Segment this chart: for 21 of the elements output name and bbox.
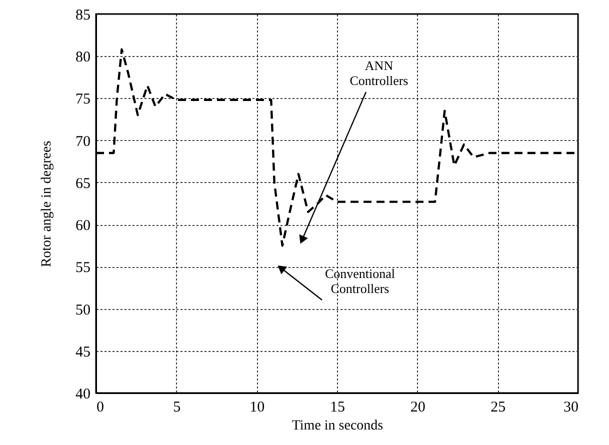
y-tick-label: 75 [76, 92, 90, 108]
x-tick-label: 25 [490, 400, 506, 416]
annotation: ANN Controllers [350, 58, 408, 88]
x-tick-label: 0 [96, 400, 104, 416]
y-tick-label: 60 [76, 218, 90, 234]
annotation: Conventional Controllers [324, 266, 396, 296]
x-tick-label: 5 [173, 400, 181, 416]
y-tick-label: 40 [76, 386, 90, 402]
y-axis-title: Rotor angle in degrees [40, 140, 54, 268]
y-tick-label: 50 [76, 302, 90, 318]
y-tick-label: 70 [76, 134, 90, 150]
x-axis-title: Time in seconds [292, 418, 384, 434]
y-tick-label: 80 [76, 50, 90, 66]
x-tick-label: 20 [410, 400, 426, 416]
y-tick-label: 45 [76, 344, 90, 360]
x-tick-label: 15 [330, 400, 345, 416]
y-tick-label: 85 [76, 8, 90, 24]
x-tick-label: 30 [564, 400, 578, 416]
x-tick-label: 10 [250, 400, 265, 416]
y-tick-label: 55 [76, 260, 90, 276]
y-tick-label: 65 [76, 176, 90, 192]
